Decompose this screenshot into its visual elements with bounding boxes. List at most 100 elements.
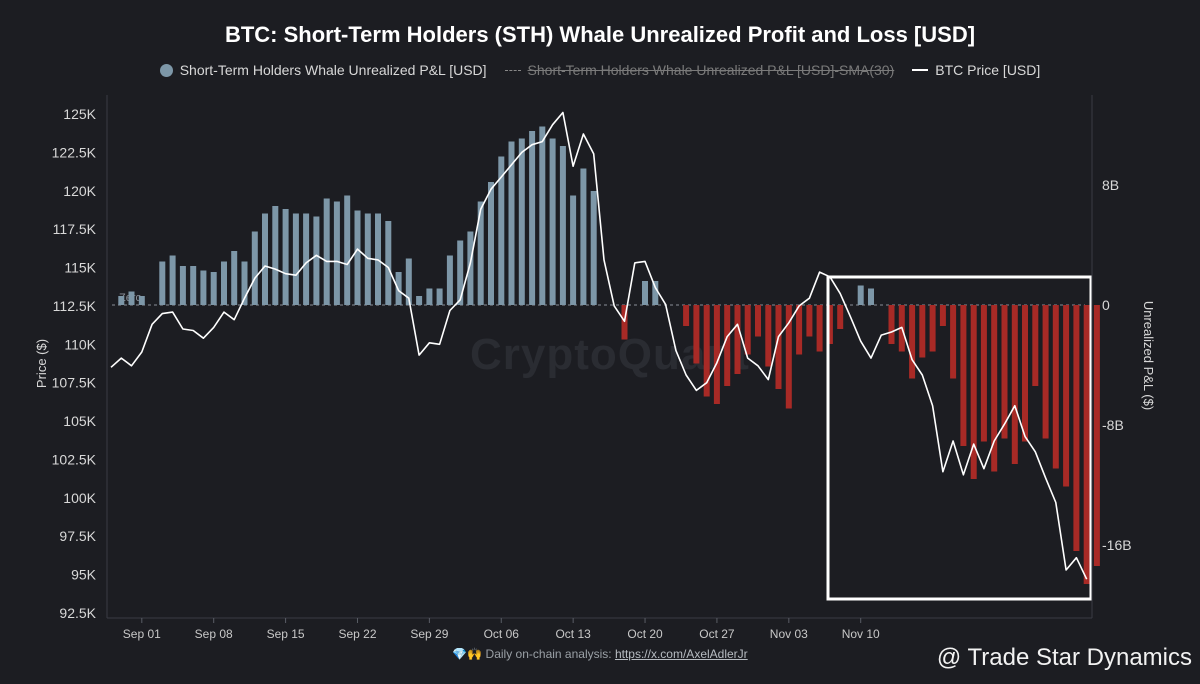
pnl-bar (344, 195, 351, 305)
legend-label-price: BTC Price [USD] (935, 62, 1041, 78)
right-tick-label: 8B (1102, 177, 1119, 193)
pnl-bar (477, 201, 484, 305)
pnl-bar (1032, 305, 1039, 386)
pnl-bar (970, 305, 977, 479)
pnl-bar (118, 296, 125, 305)
pnl-bar (693, 305, 700, 364)
x-tick-label: Sep 29 (410, 627, 448, 641)
pnl-bar (857, 285, 864, 305)
footer-link[interactable]: https://x.com/AxelAdlerJr (614, 647, 748, 661)
pnl-bar (642, 281, 648, 305)
watermark: CryptoQuant (470, 330, 750, 379)
pnl-bar (816, 305, 823, 352)
pnl-bar (272, 206, 279, 305)
legend-swatch-pnl (159, 63, 173, 77)
pnl-bar (457, 240, 464, 305)
pnl-bar (549, 138, 556, 305)
pnl-bar (1001, 305, 1008, 439)
pnl-bar (292, 213, 299, 305)
x-tick-label: Nov 10 (842, 627, 880, 641)
right-tick-label: -16B (1102, 537, 1132, 553)
right-tick-label: 0 (1102, 297, 1110, 313)
pnl-bar (1063, 305, 1070, 487)
pnl-bar (919, 305, 926, 358)
pnl-bar (868, 288, 874, 305)
legend-item-sma[interactable]: Short-Term Holders Whale Unrealized P&L … (504, 62, 895, 78)
pnl-bar (128, 291, 135, 305)
left-tick-label: 92.5K (59, 605, 96, 621)
left-tick-label: 97.5K (59, 528, 96, 544)
legend-swatch-price (912, 69, 929, 71)
left-tick-label: 105K (63, 413, 96, 429)
left-tick-label: 100K (63, 490, 96, 506)
pnl-bar (960, 305, 967, 446)
pnl-bar (190, 266, 197, 305)
pnl-bar (570, 195, 577, 305)
pnl-bar (436, 288, 443, 305)
pnl-bar (354, 210, 361, 305)
legend-swatch-sma (504, 69, 521, 71)
pnl-bar (1083, 305, 1090, 584)
left-tick-label: 110K (64, 336, 96, 352)
pnl-bar (529, 131, 536, 305)
right-axis-title: Unrealized P&L ($) (1141, 300, 1157, 411)
highlight-box (826, 275, 1093, 601)
x-tick-label: Oct 20 (627, 627, 663, 641)
pnl-bar (755, 305, 761, 337)
pnl-bar (262, 213, 268, 305)
pnl-bar (826, 305, 833, 344)
left-tick-label: 117.5K (53, 221, 97, 237)
left-tick-label: 115K (64, 260, 96, 276)
pnl-bar (231, 251, 238, 305)
axes: 125K 122.5K 120K 117.5K 115K 112.5K 110K 107.5K… (52, 95, 1132, 641)
pnl-bar (765, 305, 772, 367)
pnl-bar (980, 305, 987, 442)
pnl-bar (467, 231, 474, 305)
pnl-bar (313, 216, 320, 305)
pnl-bar (652, 281, 659, 305)
pnl-bar (785, 305, 792, 409)
legend-label-sma: Short-Term Holders Whale Unrealized P&L … (527, 62, 895, 78)
left-tick-label: 107.5K (52, 375, 97, 391)
pnl-bar (539, 126, 546, 305)
pnl-bar (333, 201, 340, 305)
left-tick-label: 95K (71, 567, 97, 583)
pnl-bar (488, 182, 494, 305)
pnl-bar (888, 305, 895, 344)
brand-watermark: @ Trade Star Dynamics (937, 644, 1192, 672)
left-tick-label: 122.5K (52, 144, 97, 160)
pnl-bar (498, 156, 505, 305)
x-tick-label: Oct 06 (484, 627, 520, 641)
pnl-bar (1093, 305, 1100, 566)
pnl-bar (683, 305, 690, 326)
pnl-bar (909, 305, 916, 379)
pnl-bar (508, 141, 515, 305)
left-tick-label: 102.5K (52, 451, 97, 467)
pnl-bar (395, 272, 402, 305)
pnl-bar (744, 305, 751, 355)
pnl-bar (939, 305, 946, 326)
left-tick-label: 125K (63, 106, 96, 122)
left-tick-label: 120K (63, 183, 96, 199)
left-axis-title: Price ($) (34, 338, 50, 389)
pnl-bar (621, 305, 628, 340)
legend-item-price[interactable]: BTC Price [USD] (912, 62, 1040, 78)
x-tick-label: Sep 01 (123, 627, 161, 641)
x-tick-label: Sep 22 (338, 627, 376, 641)
left-tick-label: 112.5K (53, 298, 97, 314)
pnl-bar (559, 146, 566, 305)
pnl-bar (282, 209, 289, 305)
pnl-bar (806, 305, 813, 337)
pnl-bar (837, 305, 844, 329)
pnl-bar (1022, 305, 1028, 442)
pnl-bar (1073, 305, 1080, 551)
pnl-bar (241, 261, 248, 305)
pnl-bar (1011, 305, 1018, 464)
price-line-group (110, 111, 1093, 601)
grid: Zero (112, 292, 1085, 306)
pnl-bar (713, 305, 720, 404)
legend-item-pnl[interactable]: Short-Term Holders Whale Unrealized P&L … (159, 62, 487, 78)
pnl-bar (405, 258, 412, 305)
x-tick-label: Nov 03 (770, 627, 808, 641)
